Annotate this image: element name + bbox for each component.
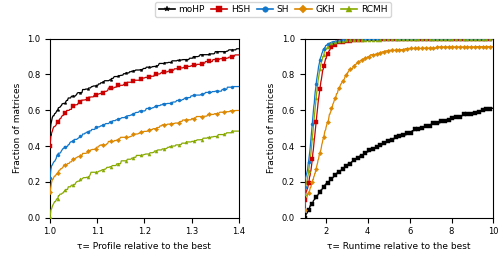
Y-axis label: Fraction of matrices: Fraction of matrices bbox=[13, 83, 22, 173]
Legend: moHP, HSH, SH, GKH, RCMH: moHP, HSH, SH, GKH, RCMH bbox=[155, 2, 391, 17]
X-axis label: τ= Runtime relative to the best: τ= Runtime relative to the best bbox=[327, 242, 471, 251]
X-axis label: τ= Profile relative to the best: τ= Profile relative to the best bbox=[78, 242, 211, 251]
Y-axis label: Fraction of matrices: Fraction of matrices bbox=[267, 83, 276, 173]
